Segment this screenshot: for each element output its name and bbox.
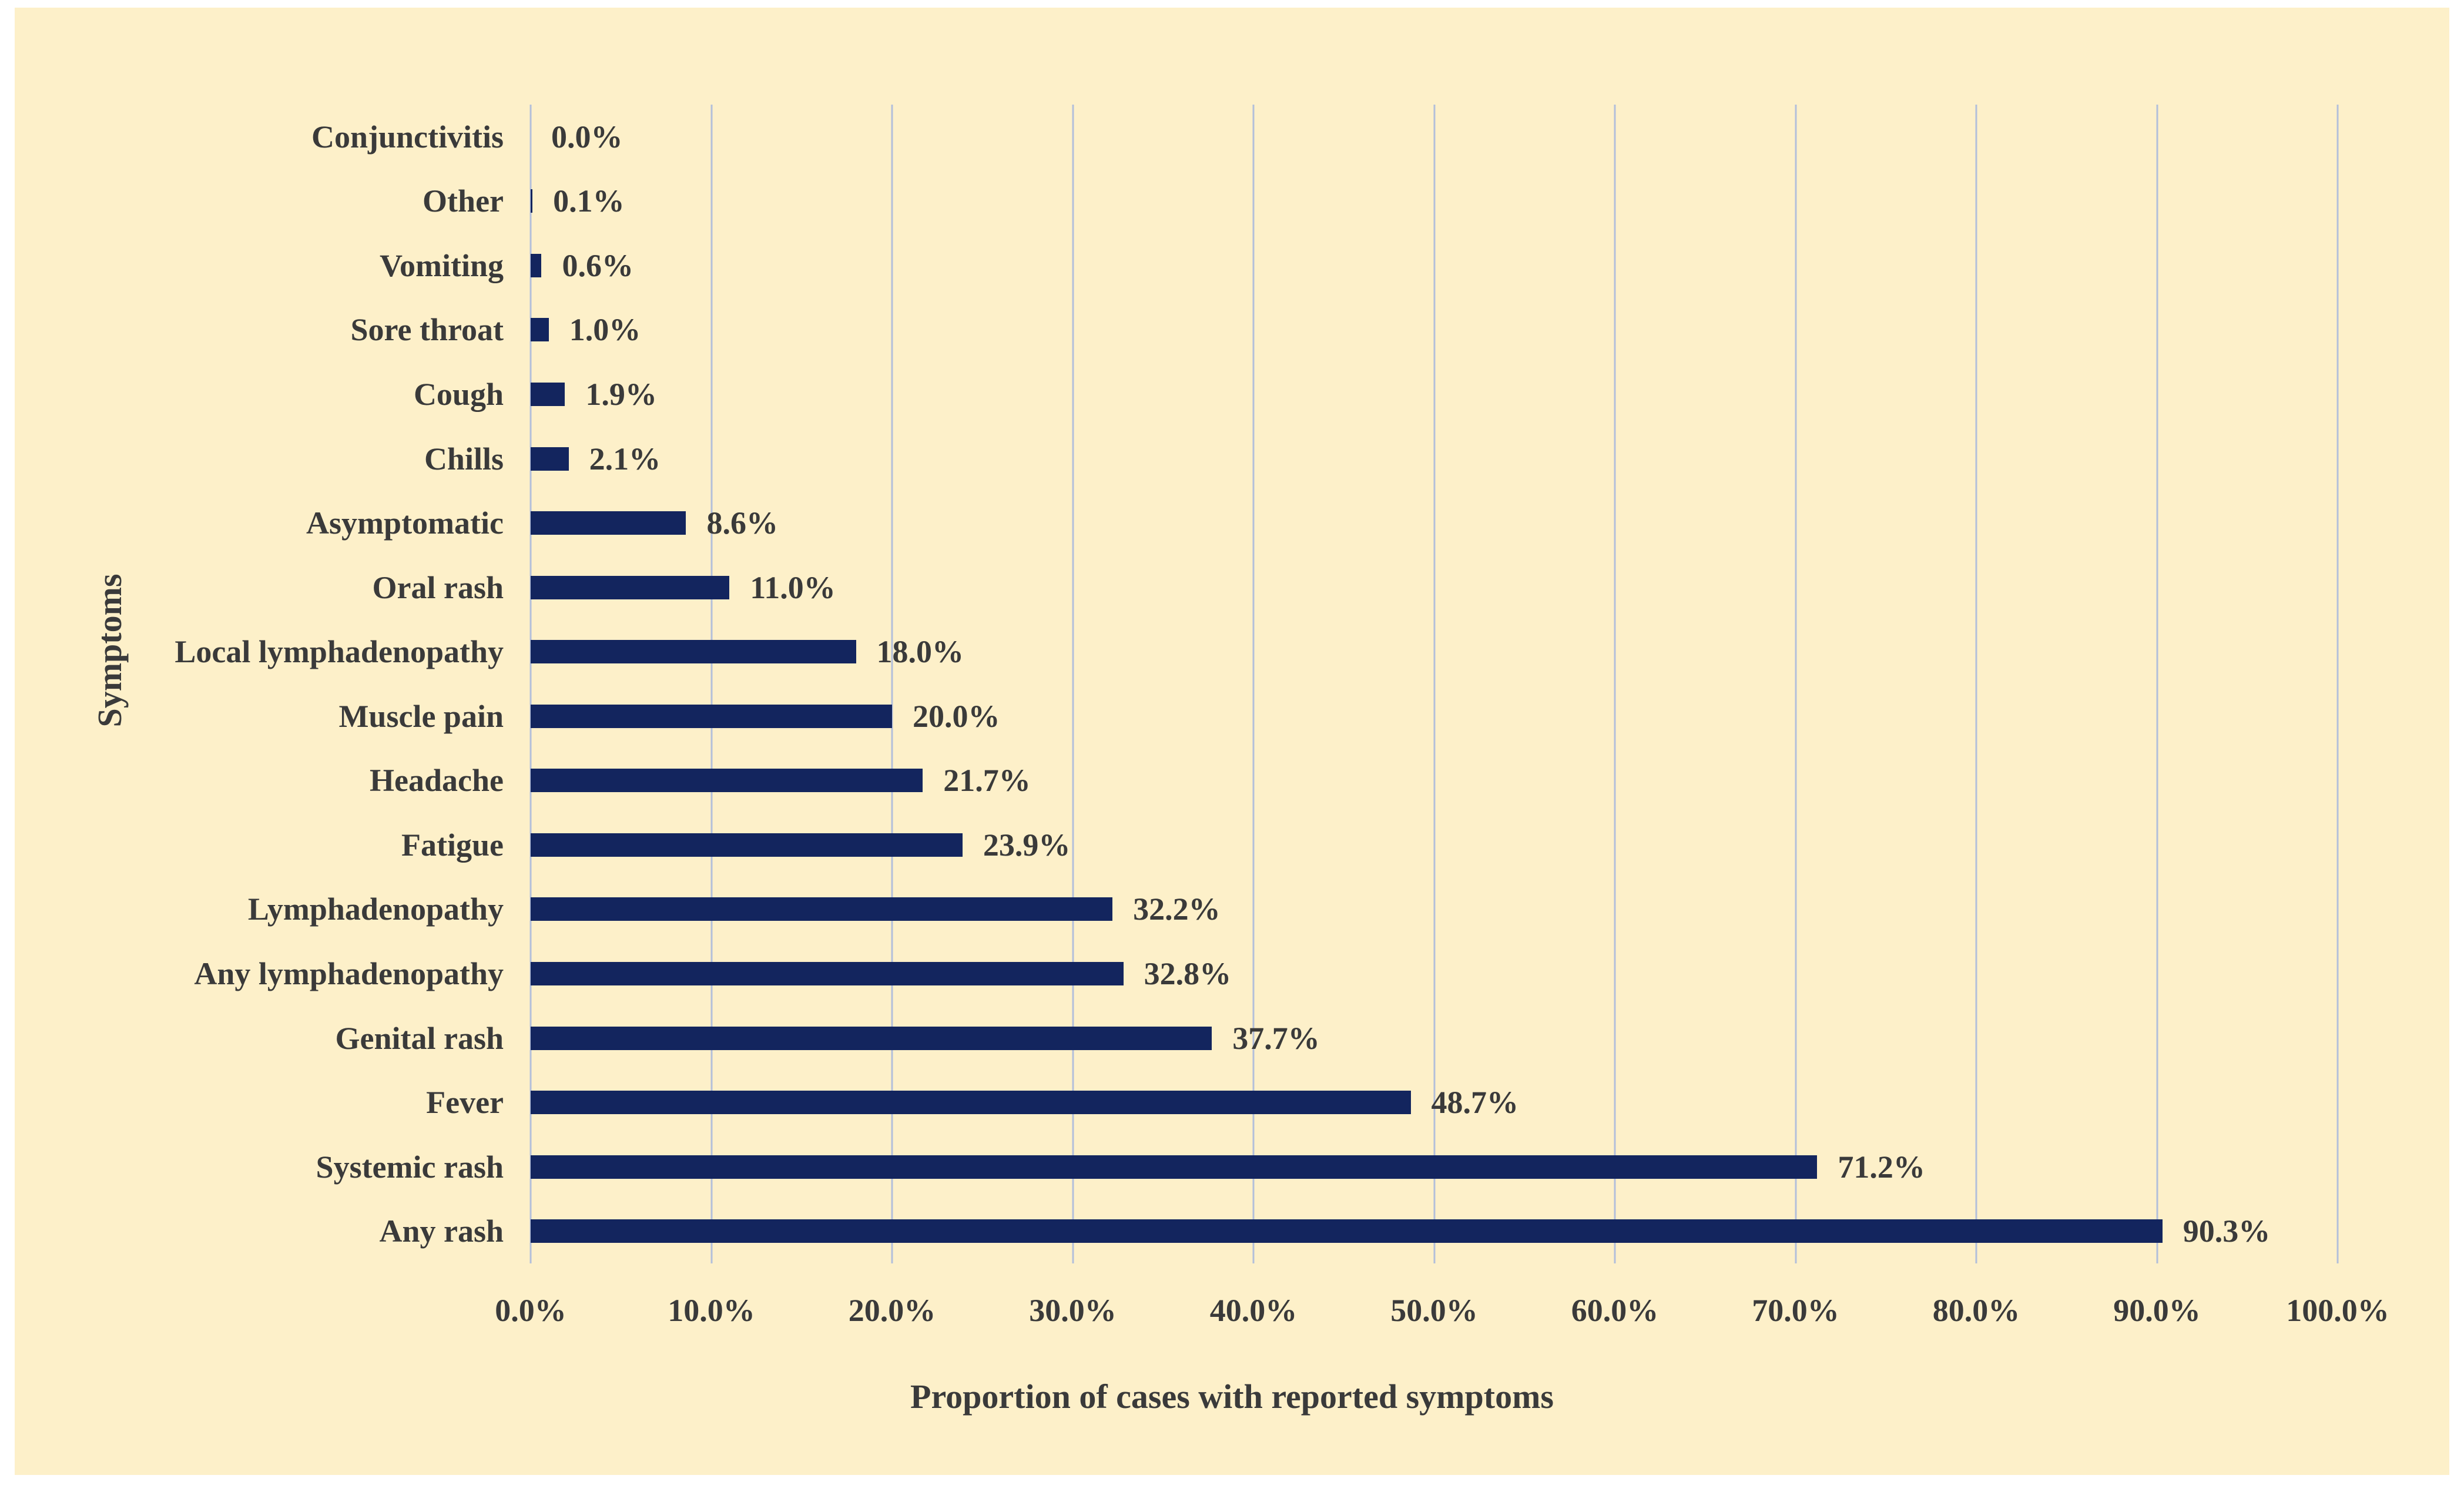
category-label: Fever — [426, 1085, 504, 1121]
value-label: 20.0% — [913, 698, 1000, 734]
value-label: 71.2% — [1838, 1149, 1925, 1185]
bar — [531, 1026, 1212, 1050]
y-axis-title: Symptoms — [90, 574, 129, 727]
bar — [531, 1091, 1411, 1115]
value-label: 32.2% — [1133, 891, 1221, 927]
bar — [531, 704, 892, 728]
category-label: Headache — [370, 763, 504, 799]
gridline — [891, 105, 893, 1263]
bar — [531, 1155, 1818, 1179]
bar — [531, 833, 963, 857]
value-label: 32.8% — [1144, 956, 1232, 991]
category-label: Any lymphadenopathy — [194, 956, 504, 991]
bar — [531, 253, 542, 277]
gridline — [529, 105, 532, 1263]
category-label: Oral rash — [372, 569, 504, 605]
gridline — [2336, 105, 2339, 1263]
category-label: Genital rash — [335, 1020, 504, 1056]
x-tick-label: 80.0% — [1932, 1293, 2020, 1328]
category-label: Lymphadenopathy — [247, 891, 504, 927]
x-tick-label: 90.0% — [2113, 1293, 2201, 1328]
bar — [531, 511, 686, 535]
x-tick-label: 30.0% — [1029, 1293, 1117, 1328]
x-axis-title: Proportion of cases with reported sympto… — [910, 1377, 1554, 1416]
chart-canvas: Symptoms 0.0% 0.1% 0.6% 1.0% 1.9% 2.1% 8.6% 11.… — [15, 8, 2449, 1475]
category-label: Local lymphadenopathy — [175, 634, 504, 670]
x-tick-label: 0.0% — [495, 1293, 566, 1328]
x-tick-label: 40.0% — [1209, 1293, 1298, 1328]
gridline — [1072, 105, 1074, 1263]
bar — [531, 447, 569, 471]
category-label: Conjunctivitis — [311, 119, 504, 155]
value-label: 2.1% — [589, 441, 661, 477]
x-tick-label: 100.0% — [2286, 1293, 2389, 1328]
value-label: 11.0% — [750, 569, 836, 605]
value-label: 48.7% — [1431, 1085, 1519, 1121]
bar — [531, 640, 856, 664]
category-label: Systemic rash — [316, 1149, 504, 1185]
plot-area: 0.0% 0.1% 0.6% 1.0% 1.9% 2.1% 8.6% 11.0% 18.0% 20… — [529, 105, 2339, 1263]
bar — [531, 1219, 2163, 1243]
value-label: 37.7% — [1232, 1020, 1320, 1056]
value-label: 0.6% — [562, 247, 633, 283]
category-label: Vomiting — [379, 247, 504, 283]
category-label: Fatigue — [401, 827, 504, 863]
value-label: 90.3% — [2183, 1213, 2271, 1249]
value-label: 23.9% — [983, 827, 1071, 863]
category-label: Muscle pain — [338, 698, 504, 734]
x-tick-label: 50.0% — [1390, 1293, 1478, 1328]
bar — [531, 897, 1113, 921]
x-tick-label: 70.0% — [1752, 1293, 1839, 1328]
gridline — [710, 105, 712, 1263]
gridline — [1795, 105, 1796, 1263]
value-label: 8.6% — [706, 505, 778, 541]
value-label: 1.9% — [585, 377, 657, 412]
value-label: 18.0% — [876, 634, 964, 670]
category-label: Asymptomatic — [306, 505, 504, 541]
bar — [531, 383, 565, 406]
category-label: Cough — [413, 377, 504, 412]
gridline — [1975, 105, 1977, 1263]
value-label: 1.0% — [569, 312, 641, 348]
x-tick-label: 10.0% — [668, 1293, 755, 1328]
bar — [531, 318, 549, 342]
gridline — [1614, 105, 1616, 1263]
x-tick-label: 20.0% — [848, 1293, 936, 1328]
category-label: Sore throat — [350, 312, 504, 348]
bar — [531, 769, 923, 793]
gridline — [1433, 105, 1435, 1263]
bar — [531, 575, 730, 599]
category-label: Any rash — [379, 1213, 504, 1249]
gridline — [2156, 105, 2158, 1263]
bar — [531, 962, 1124, 985]
value-label: 21.7% — [943, 763, 1031, 799]
bar — [531, 189, 533, 213]
gridline — [1252, 105, 1255, 1263]
category-label: Chills — [424, 441, 504, 477]
category-label: Other — [423, 183, 504, 219]
value-label: 0.1% — [553, 183, 625, 219]
x-tick-label: 60.0% — [1571, 1293, 1659, 1328]
value-label: 0.0% — [551, 119, 623, 155]
